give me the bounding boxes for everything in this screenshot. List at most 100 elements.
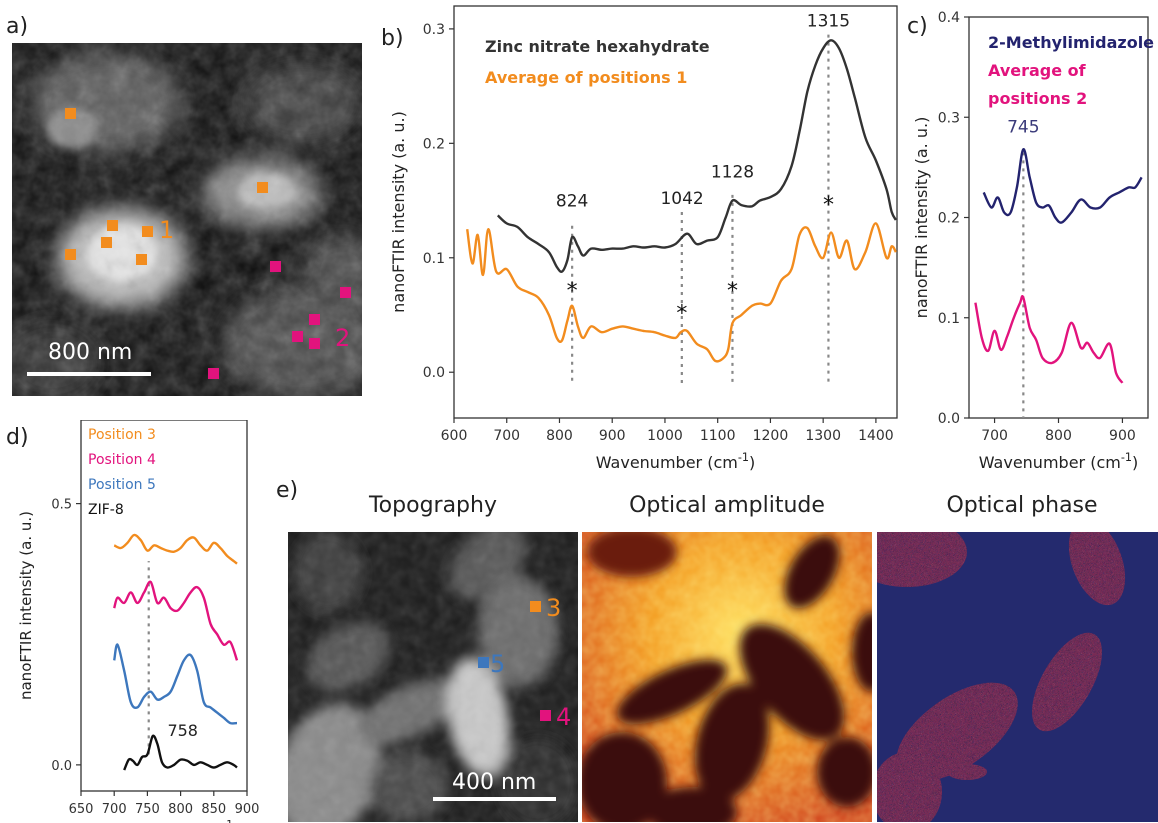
plot-frame	[453, 5, 898, 419]
x-tick-label: 850	[201, 802, 226, 817]
topography-image: 3 5 4 400 nm	[288, 532, 578, 822]
y-tick-label: 0.1	[938, 311, 960, 327]
marker-position2	[292, 331, 303, 342]
marker-label-1: 1	[159, 216, 175, 244]
marker-position2	[270, 261, 281, 272]
title-optical-amplitude: Optical amplitude	[629, 493, 825, 518]
scalebar-label: 400 nm	[452, 770, 537, 795]
x-tick-label: 600	[441, 428, 468, 444]
optical-phase-image	[877, 532, 1158, 822]
legend-entry: Average of positions 1	[485, 68, 687, 87]
marker-position1	[142, 226, 153, 237]
panel-b-chart: 600 700 800 900 1000 1100 1200 1300 1400 0.0 0.1 0.…	[389, 5, 898, 472]
peak-label: 1042	[660, 189, 703, 209]
x-tick-label: 700	[981, 428, 1008, 444]
y-tick-label: 0.2	[423, 136, 445, 152]
marker-position1	[107, 220, 118, 231]
legend-entry: ZIF-8	[88, 502, 124, 518]
scalebar	[433, 797, 556, 801]
x-tick-label: 1100	[700, 428, 736, 444]
y-tick-label: 0.5	[51, 498, 72, 513]
y-axis-label: nanoFTIR intensity (a. u.)	[912, 117, 931, 319]
marker-label-5: 5	[490, 650, 506, 678]
optical-amplitude-image	[582, 532, 872, 822]
asterisk: *	[727, 279, 738, 304]
marker-position3	[530, 601, 541, 612]
marker-position1	[101, 237, 112, 248]
x-tick-label: 700	[493, 428, 520, 444]
x-tick-label: 650	[69, 802, 94, 817]
asterisk: *	[676, 302, 687, 327]
marker-position1	[136, 254, 147, 265]
x-tick-label: 700	[102, 802, 127, 817]
marker-position1	[65, 249, 76, 260]
x-tick-label: 900	[599, 428, 626, 444]
panel-b-label: b)	[381, 26, 404, 51]
marker-position2	[309, 314, 320, 325]
marker-label-4: 4	[556, 703, 572, 731]
panel-e-label: e)	[276, 478, 299, 503]
plot-frame	[80, 420, 248, 792]
x-tick-label: 900	[1109, 428, 1136, 444]
title-optical-phase: Optical phase	[946, 493, 1098, 518]
legend-entry: positions 2	[988, 89, 1087, 108]
peak-label: 824	[556, 191, 588, 211]
legend-entry: Position 4	[88, 452, 156, 468]
series-line	[113, 643, 238, 725]
series-line	[974, 295, 1124, 384]
x-tick-label: 900	[235, 802, 260, 817]
panel-d-label: d)	[6, 425, 29, 450]
x-tick-label: 1400	[858, 428, 894, 444]
y-tick-label: 0.0	[938, 411, 960, 427]
y-tick-label: 0.1	[423, 251, 445, 267]
marker-position1	[65, 108, 76, 119]
peak-label: 758	[167, 721, 198, 740]
peak-label: 1315	[807, 12, 850, 32]
y-tick-label: 0.4	[938, 10, 960, 26]
marker-position5	[478, 657, 489, 668]
legend-entry: Position 5	[88, 477, 156, 493]
panel-d-chart: 650 700 750 800 850 900 0.0 0.5 Wavenumber (cm-1…	[17, 420, 260, 823]
series-line	[982, 148, 1143, 224]
asterisk: *	[567, 279, 578, 304]
marker-label-2: 2	[335, 324, 351, 352]
y-tick-label: 0.2	[938, 211, 960, 227]
marker-position2	[340, 287, 351, 298]
marker-position4	[540, 710, 551, 721]
x-tick-label: 750	[135, 802, 160, 817]
panel-a-label: a)	[6, 14, 29, 39]
x-axis-label: Wavenumber (cm-1)	[596, 451, 755, 472]
legend-entry: 2-Methylimidazole	[988, 33, 1154, 52]
panel-a-afm-image: 1 2 800 nm	[12, 43, 362, 396]
series-line	[496, 39, 897, 273]
series-line	[113, 533, 238, 565]
asterisk: *	[823, 193, 834, 218]
y-axis-label: nanoFTIR intensity (a. u.)	[389, 111, 408, 313]
y-axis-label: nanoFTIR intensity (a. u.)	[17, 511, 35, 700]
y-tick-label: 0.3	[938, 110, 960, 126]
panel-c-label: c)	[907, 14, 928, 39]
marker-position2	[309, 338, 320, 349]
legend-entry: Position 3	[88, 427, 156, 443]
x-axis-label: Wavenumber (cm-1)	[89, 819, 239, 823]
series-line	[466, 222, 897, 363]
marker-position1	[257, 182, 268, 193]
scalebar	[27, 372, 151, 376]
x-tick-label: 800	[546, 428, 573, 444]
x-tick-label: 800	[168, 802, 193, 817]
legend-entry: Zinc nitrate hexahydrate	[485, 37, 710, 56]
series-line	[123, 734, 238, 771]
peak-label: 1128	[711, 163, 754, 183]
legend-entry: Average of	[988, 61, 1087, 80]
panel-c-chart: 700 800 900 0.0 0.1 0.2 0.3 0.4 Wavenumber (cm-1…	[912, 10, 1154, 472]
y-tick-label: 0.0	[423, 365, 445, 381]
y-tick-label: 0.0	[51, 759, 72, 774]
series-line	[113, 580, 239, 661]
x-tick-label: 1000	[647, 428, 683, 444]
scalebar-label: 800 nm	[48, 340, 133, 365]
peak-label: 745	[1007, 117, 1039, 137]
x-tick-label: 800	[1045, 428, 1072, 444]
x-axis-label: Wavenumber (cm-1)	[979, 451, 1138, 472]
x-tick-label: 1300	[805, 428, 841, 444]
marker-position2	[208, 368, 219, 379]
